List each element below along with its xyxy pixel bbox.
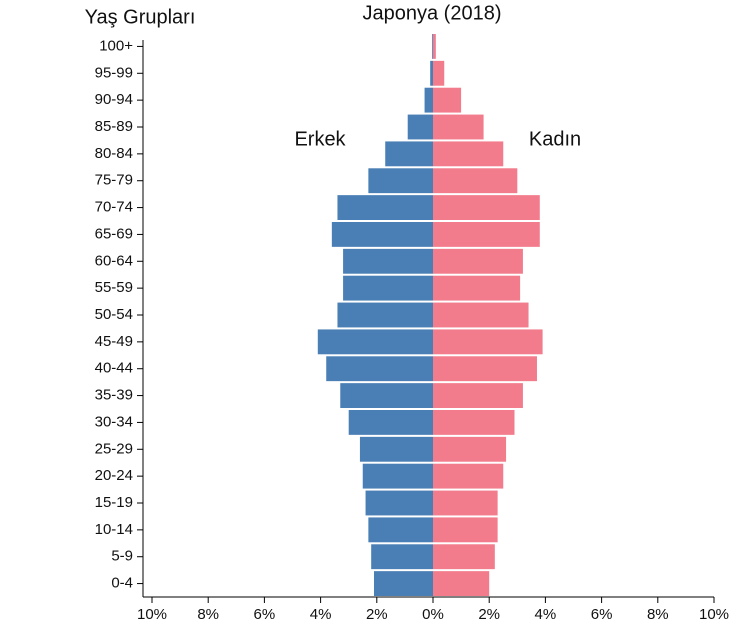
y-tick-label: 95-99 (95, 64, 133, 81)
y-tick-label: 0-4 (111, 575, 133, 592)
y-tick-label: 35-39 (95, 387, 133, 404)
chart-title: Japonya (2018) (363, 2, 502, 24)
bar (433, 141, 504, 167)
y-tick-label: 10-14 (95, 521, 133, 538)
bar (433, 168, 518, 194)
y-tick-label: 5-9 (111, 548, 133, 565)
y-tick-label: 75-79 (95, 172, 133, 189)
y-tick-label: 80-84 (95, 145, 133, 162)
x-tick-label: 4% (310, 606, 332, 623)
y-tick-label: 70-74 (95, 199, 133, 216)
bar (433, 275, 521, 301)
bar (362, 463, 433, 489)
y-tick-label: 40-44 (95, 360, 133, 377)
x-tick-label: 2% (366, 606, 388, 623)
bar (433, 383, 523, 408)
y-tick-label: 85-89 (95, 118, 133, 135)
y-axis-label: Yaş Grupları (85, 6, 196, 28)
y-tick-label: 25-29 (95, 440, 133, 457)
bar (348, 410, 433, 435)
bar (331, 222, 433, 247)
x-tick-label: 8% (197, 606, 219, 623)
bar (424, 87, 433, 113)
y-tick-label: 90-94 (95, 91, 133, 108)
y-tick-label: 100+ (99, 37, 133, 54)
bar (343, 248, 433, 274)
bar (368, 517, 433, 543)
legend-label: Kadın (529, 128, 581, 150)
x-tick-label: 10% (699, 606, 729, 623)
x-tick-label: 0% (422, 606, 444, 623)
bar (368, 168, 433, 194)
y-tick-label: 60-64 (95, 252, 133, 269)
x-tick-label: 6% (254, 606, 276, 623)
y-tick-label: 55-59 (95, 279, 133, 296)
bar (433, 248, 523, 274)
bar (340, 383, 433, 408)
y-tick-label: 30-34 (95, 413, 133, 430)
bar (365, 490, 433, 516)
bar (337, 302, 433, 328)
bar (343, 275, 433, 301)
x-tick-label: 4% (535, 606, 557, 623)
bar (326, 356, 433, 382)
y-tick-label: 50-54 (95, 306, 133, 323)
bar (433, 490, 498, 516)
bar (433, 329, 543, 355)
y-tick-label: 20-24 (95, 467, 133, 484)
bar (433, 60, 445, 86)
legend-label: Erkek (294, 128, 346, 150)
x-tick-label: 10% (137, 606, 167, 623)
bar (337, 195, 433, 220)
bar (433, 544, 495, 570)
bar (373, 571, 433, 596)
y-tick-label: 45-49 (95, 333, 133, 350)
bar (433, 222, 540, 247)
bar (433, 463, 504, 489)
bar (430, 60, 433, 86)
bar (317, 329, 433, 355)
bar (433, 356, 537, 382)
y-tick-label: 65-69 (95, 225, 133, 242)
bar (359, 436, 433, 462)
bar (433, 195, 540, 220)
bar (433, 34, 436, 59)
bar (433, 87, 462, 113)
x-tick-label: 8% (647, 606, 669, 623)
bar (385, 141, 433, 167)
x-tick-label: 2% (478, 606, 500, 623)
bar (433, 114, 484, 140)
bar (433, 410, 515, 435)
bar (371, 544, 433, 570)
y-tick-label: 15-19 (95, 494, 133, 511)
bar (432, 34, 433, 59)
bar (433, 517, 498, 543)
x-tick-label: 6% (591, 606, 613, 623)
bar (433, 302, 529, 328)
bar (433, 436, 507, 462)
bar (407, 114, 433, 140)
bar (433, 571, 490, 596)
